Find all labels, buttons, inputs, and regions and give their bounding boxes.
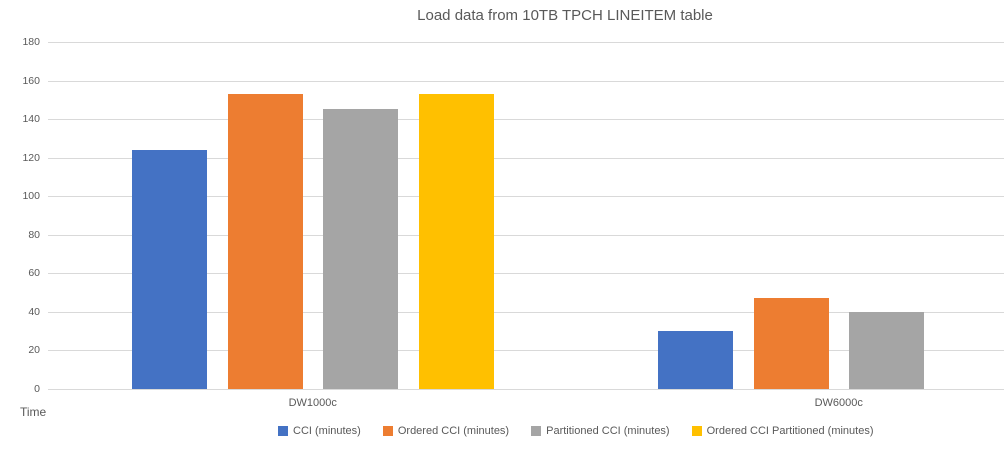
- bar-ordered-cci-partitioned-minutes-dw1000c: [418, 94, 494, 389]
- y-axis-tick-label: 140: [22, 113, 40, 126]
- legend-label: Ordered CCI Partitioned (minutes): [706, 425, 874, 437]
- x-axis-category-label: DW1000c: [288, 397, 337, 409]
- gridline: [48, 80, 1004, 82]
- y-axis-tick-label: 0: [34, 383, 40, 395]
- legend-swatch-icon: [278, 426, 288, 436]
- gridline: [48, 157, 1004, 159]
- legend-item: CCI (minutes): [278, 425, 361, 437]
- gridline: [48, 119, 1004, 121]
- legend-item: Ordered CCI (minutes): [382, 425, 510, 437]
- bar-partitioned-cci-minutes-dw6000c: [849, 311, 924, 389]
- y-axis-tick-label: 100: [22, 190, 40, 203]
- bar-partitioned-cci-minutes-dw1000c: [323, 109, 398, 389]
- gridline: [48, 389, 1004, 390]
- gridline: [48, 42, 1004, 43]
- bar-ordered-cci-minutes-dw6000c: [753, 298, 829, 389]
- gridline: [48, 311, 1004, 313]
- y-axis-tick-label: 40: [28, 305, 40, 318]
- gridline: [48, 234, 1004, 236]
- bar-ordered-cci-minutes-dw1000c: [227, 94, 303, 389]
- bar-cci-minutes-dw1000c: [132, 149, 207, 389]
- y-axis-tick-label: 120: [22, 151, 40, 164]
- legend-label: Partitioned CCI (minutes): [546, 425, 670, 437]
- legend-label: CCI (minutes): [293, 425, 361, 437]
- gridline: [48, 273, 1004, 275]
- chart-title: Load data from 10TB TPCH LINEITEM table: [417, 7, 713, 24]
- legend-label: Ordered CCI (minutes): [397, 425, 510, 437]
- y-axis-title: Time: [20, 405, 47, 419]
- y-axis-tick-label: 180: [22, 36, 40, 48]
- gridline: [48, 196, 1004, 198]
- y-axis-tick-label: 160: [22, 74, 40, 87]
- y-axis-tick-label: 60: [28, 267, 40, 280]
- legend-item: Ordered CCI Partitioned (minutes): [691, 425, 874, 437]
- legend-swatch-icon: [691, 426, 702, 436]
- y-axis-tick-label: 20: [28, 344, 40, 357]
- gridline: [48, 350, 1004, 352]
- y-axis-tick-label: 80: [28, 228, 40, 241]
- legend-swatch-icon: [382, 426, 393, 436]
- legend-item: Partitioned CCI (minutes): [531, 425, 670, 437]
- bar-cci-minutes-dw6000c: [658, 331, 733, 389]
- legend-swatch-icon: [531, 426, 542, 436]
- legend: CCI (minutes) Ordered CCI (minutes) Partit…: [278, 425, 874, 437]
- x-axis-category-label: DW6000c: [814, 397, 863, 409]
